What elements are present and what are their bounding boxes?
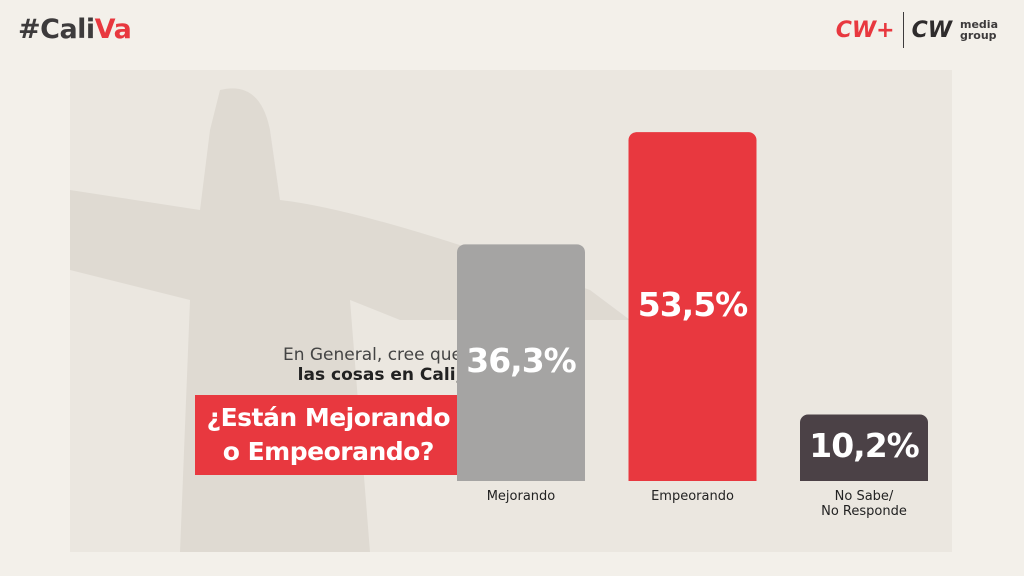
question: En General, cree que las cosas en Cali, … [194,345,462,475]
bar-foot [628,471,757,481]
logo-group: group [960,29,997,42]
category-label: No Sabe/ No Responde [821,489,907,519]
logo-separator [902,12,904,48]
question-highlight: ¿Están Mejorando o Empeorando? [194,395,462,475]
value-label: 10,2% [809,426,919,465]
question-line: En General, cree que [282,345,462,365]
highlight-line: ¿Están Mejorando [206,403,451,432]
value-label: 36,3% [466,341,576,380]
hashtag-accent: Va [94,14,132,45]
value-label: 53,5% [638,285,748,324]
bar-foot [800,471,928,481]
bar [800,414,928,481]
bar [628,132,757,481]
logo-media-group: media group [960,19,998,41]
hashtag-main: #Cali [18,14,95,45]
logo-media: media [960,18,998,31]
logo-cw-plus: CW+ [835,17,895,43]
category-label: Empeorando [651,489,734,504]
bar [457,244,585,481]
bar-foot [457,471,585,481]
hashtag: #CaliVa [18,14,132,45]
category-label: Mejorando [486,489,556,504]
logos: CW+ CW media group [836,12,998,48]
logo-cw: CW [911,17,952,43]
highlight-line: o Empeorando? [222,437,435,466]
question-line: las cosas en Cali, [297,365,462,385]
